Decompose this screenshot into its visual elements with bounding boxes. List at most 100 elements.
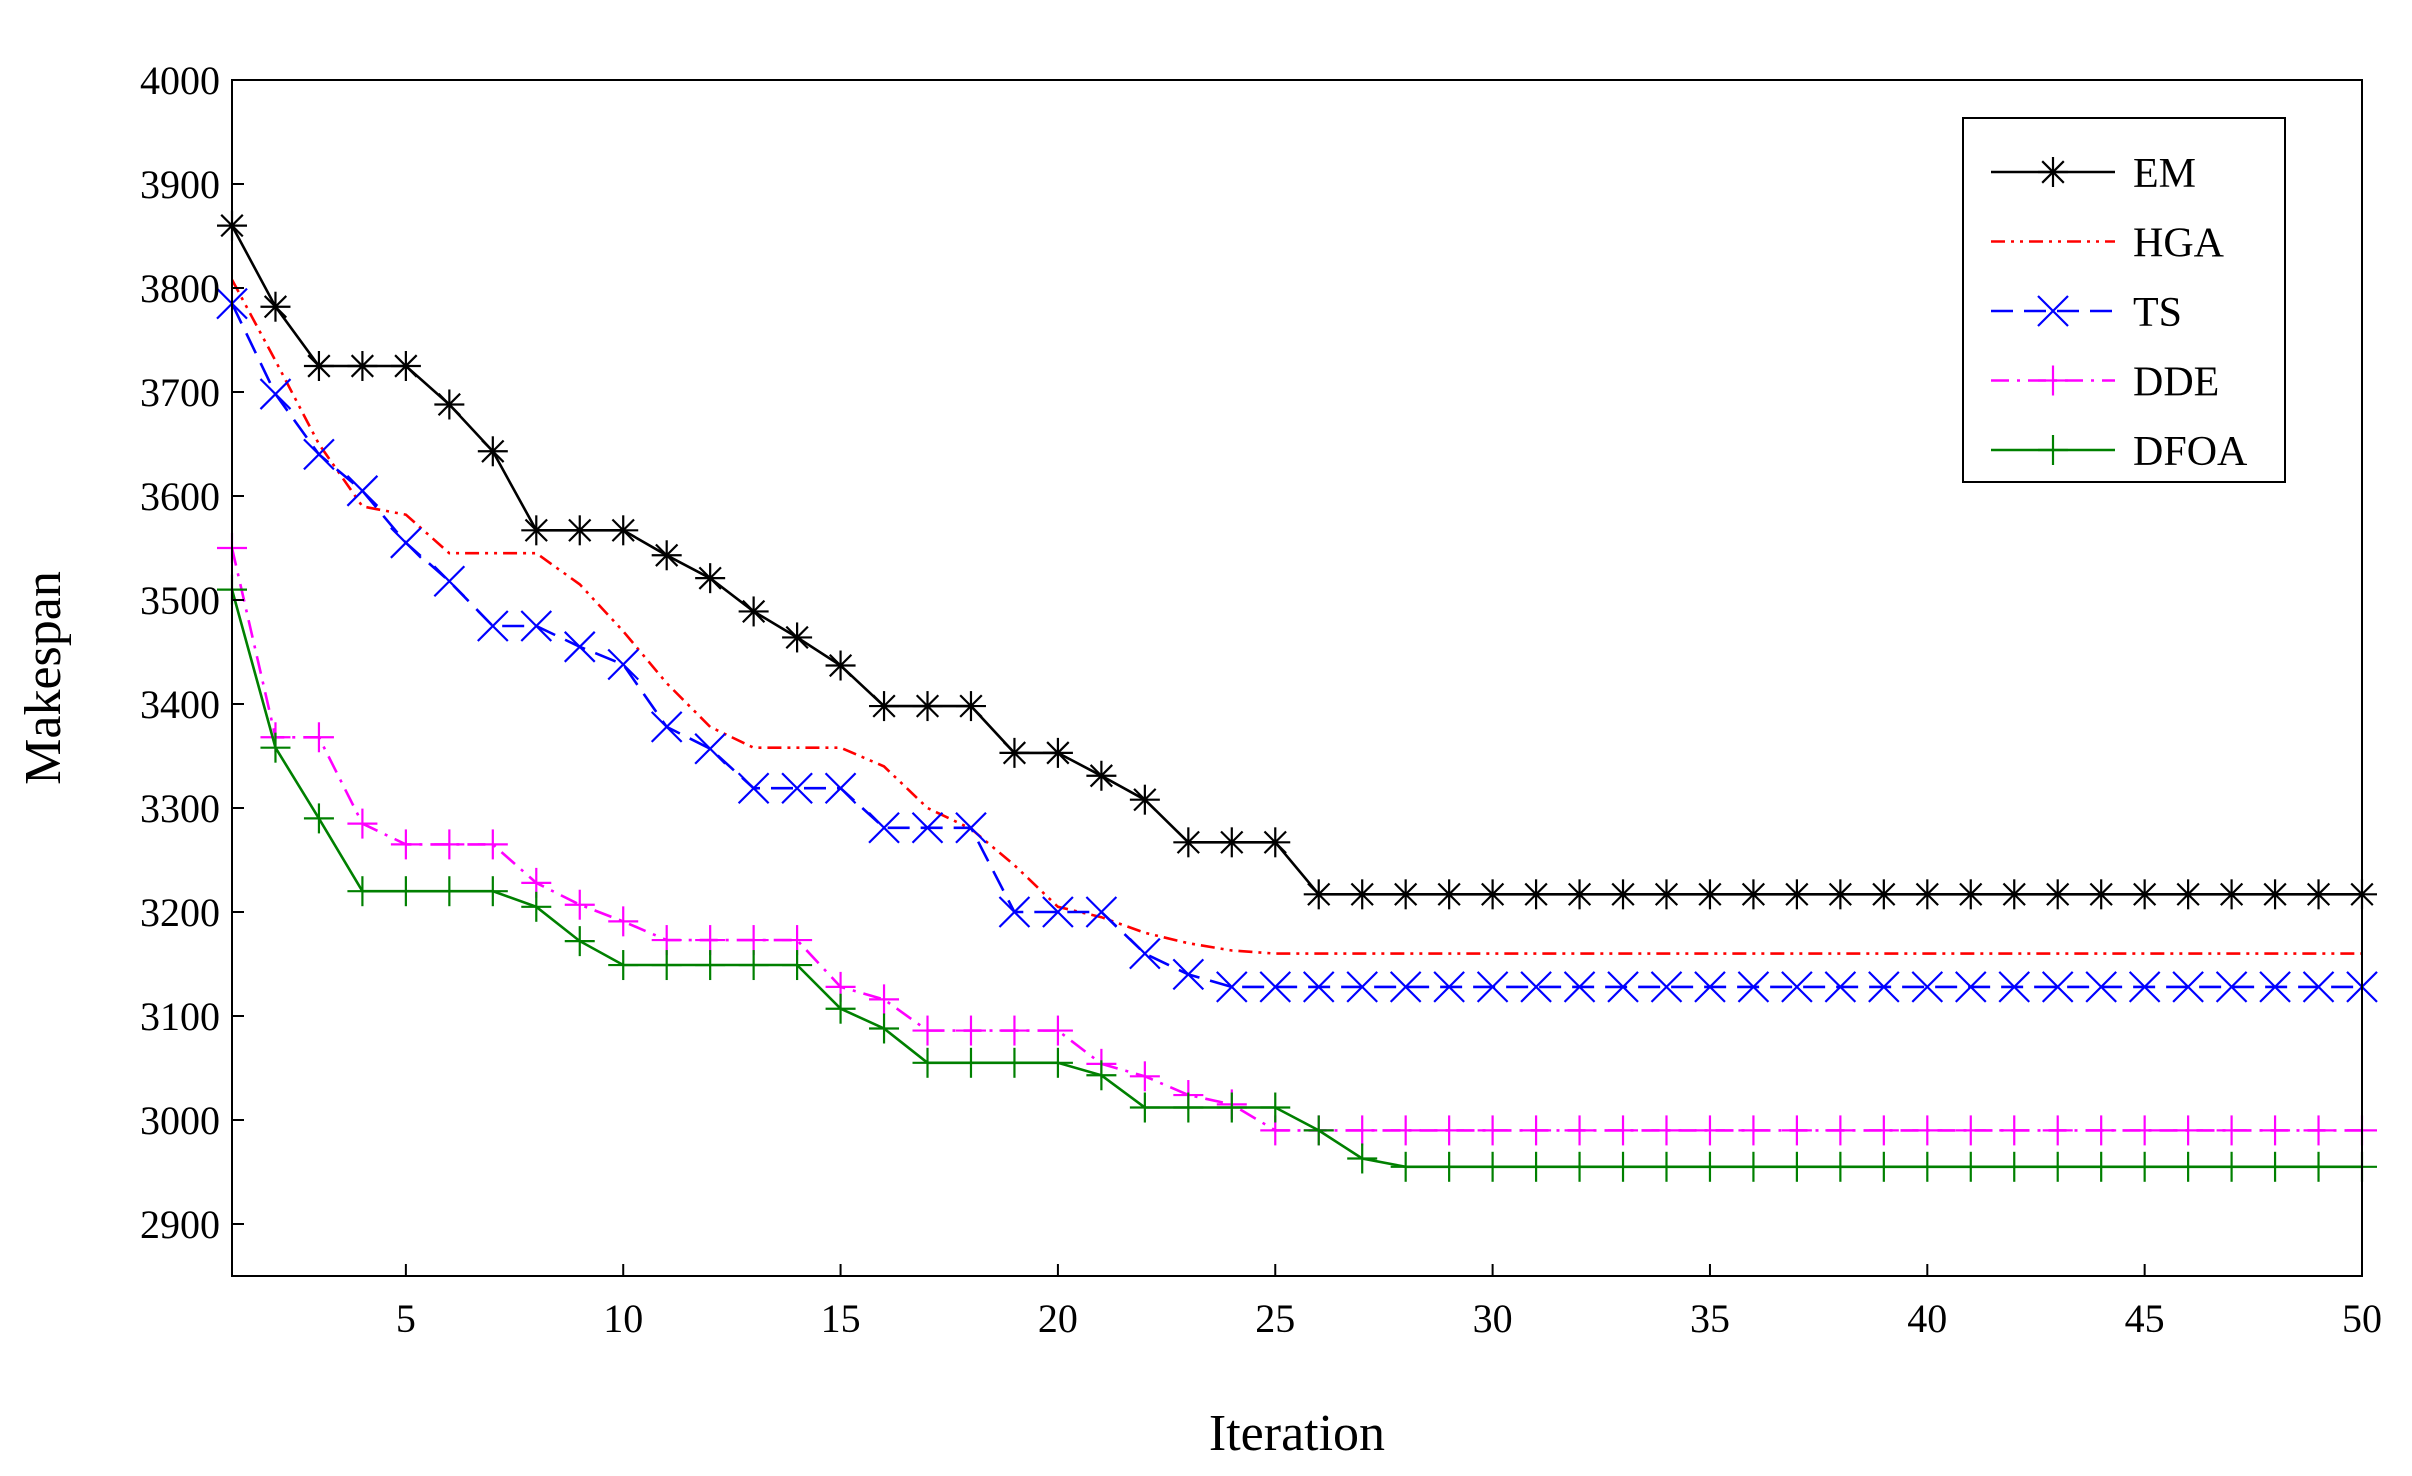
data-point-ts xyxy=(1868,971,1900,1003)
data-point-dfoa xyxy=(1781,1151,1812,1182)
data-point-dfoa xyxy=(1303,1115,1334,1146)
data-point-dde xyxy=(2173,1115,2204,1146)
data-point-dde xyxy=(1477,1115,1508,1146)
data-point-dfoa xyxy=(2216,1151,2247,1182)
legend-box xyxy=(1962,117,2286,483)
data-point-ts xyxy=(1824,971,1857,1003)
data-point-dfoa xyxy=(1955,1151,1986,1182)
data-point-dde xyxy=(1564,1115,1595,1146)
series-ts xyxy=(216,287,2378,1003)
data-point-dfoa xyxy=(1521,1151,1552,1182)
data-point-ts xyxy=(998,896,1031,928)
data-point-ts xyxy=(390,527,422,559)
data-point-em xyxy=(2129,879,2160,910)
y-tick-label: 4000 xyxy=(140,58,220,103)
x-tick-label: 45 xyxy=(2125,1296,2165,1341)
data-point-dfoa xyxy=(912,1047,943,1078)
data-point-ts xyxy=(737,772,770,805)
data-point-dfoa xyxy=(1694,1151,1725,1182)
data-point-dfoa xyxy=(782,950,813,981)
data-point-dfoa xyxy=(1651,1151,1682,1182)
data-point-dde xyxy=(912,1015,943,1046)
data-point-dde xyxy=(1129,1061,1160,1092)
data-point-dde xyxy=(1347,1115,1378,1146)
data-point-em xyxy=(1608,879,1639,910)
data-point-em xyxy=(260,291,291,322)
data-point-ts xyxy=(1346,971,1378,1003)
data-point-ts xyxy=(1694,971,1726,1003)
data-point-ts xyxy=(824,772,857,805)
data-point-em xyxy=(1042,737,1073,768)
data-point-dde xyxy=(2086,1115,2117,1146)
data-point-dfoa xyxy=(869,1013,900,1044)
data-point-ts xyxy=(868,811,900,844)
x-tick-label: 20 xyxy=(1038,1296,1078,1341)
data-point-dfoa xyxy=(1825,1151,1856,1182)
data-point-dde xyxy=(2216,1115,2247,1146)
data-point-ts xyxy=(1476,971,1509,1003)
data-point-dfoa xyxy=(303,803,334,834)
data-point-dde xyxy=(1694,1115,1725,1146)
data-point-em xyxy=(347,351,378,381)
data-point-ts xyxy=(2302,971,2335,1003)
data-point-dde xyxy=(1651,1115,1682,1146)
plot-frame xyxy=(231,79,2363,1277)
data-point-ts xyxy=(1781,971,1813,1003)
data-point-dfoa xyxy=(1477,1151,1508,1182)
data-point-ts xyxy=(259,378,292,410)
data-point-ts xyxy=(607,648,640,681)
data-point-dde xyxy=(1999,1115,2030,1146)
y-tick-label: 2900 xyxy=(140,1202,220,1247)
data-point-em xyxy=(2260,879,2291,910)
series-hga xyxy=(230,279,2362,955)
x-tick-label: 10 xyxy=(603,1296,643,1341)
data-point-dde xyxy=(1912,1115,1943,1146)
y-tick-label: 3800 xyxy=(140,266,220,311)
data-point-dfoa xyxy=(1738,1151,1769,1182)
data-point-em xyxy=(1825,879,1856,910)
data-point-dde xyxy=(1521,1115,1552,1146)
x-tick-label: 25 xyxy=(1255,1296,1295,1341)
data-point-em xyxy=(1477,879,1508,910)
data-point-em xyxy=(303,351,334,381)
data-point-em xyxy=(1347,879,1378,910)
y-tick-label: 3900 xyxy=(140,162,220,207)
data-point-em xyxy=(1694,879,1725,910)
data-point-ts xyxy=(303,438,335,471)
legend-marker-em xyxy=(2038,157,2068,187)
data-point-dfoa xyxy=(1347,1143,1378,1174)
data-point-ts xyxy=(433,565,466,598)
data-point-dfoa xyxy=(2173,1151,2204,1182)
data-point-dfoa xyxy=(1086,1060,1117,1091)
data-point-ts xyxy=(2259,971,2291,1003)
y-tick-label: 3600 xyxy=(140,474,220,519)
data-point-ts xyxy=(1129,937,1161,970)
data-point-em xyxy=(434,389,465,420)
data-point-dfoa xyxy=(1260,1092,1291,1123)
data-point-em xyxy=(1781,879,1812,910)
data-point-dde xyxy=(1434,1115,1465,1146)
legend-item-ts: TS xyxy=(1991,290,2182,336)
y-tick-label: 3500 xyxy=(140,578,220,623)
data-point-dfoa xyxy=(2260,1151,2291,1182)
data-point-em xyxy=(1086,760,1117,791)
data-point-ts xyxy=(1737,971,1770,1003)
data-point-dfoa xyxy=(1912,1151,1943,1182)
data-point-dfoa xyxy=(434,876,465,907)
data-point-em xyxy=(477,436,508,467)
y-tick-label: 3400 xyxy=(140,682,220,727)
data-point-em xyxy=(2173,879,2204,910)
data-point-dfoa xyxy=(1390,1151,1421,1182)
data-point-dfoa xyxy=(390,876,421,907)
ticks-layer: 2900 3000 3100 3200 3300 3400 3500 3600 3700 3800… xyxy=(140,58,2382,1341)
data-point-ts xyxy=(1650,971,1683,1003)
data-point-dde xyxy=(2303,1115,2334,1146)
legend-label: DDE xyxy=(2133,360,2219,406)
data-point-ts xyxy=(1042,896,1074,928)
x-tick-label: 50 xyxy=(2342,1296,2382,1341)
data-point-ts xyxy=(563,631,596,663)
data-point-dfoa xyxy=(1608,1151,1639,1182)
data-point-dde xyxy=(2042,1115,2073,1146)
legend-marker-dfoa xyxy=(2038,435,2068,465)
